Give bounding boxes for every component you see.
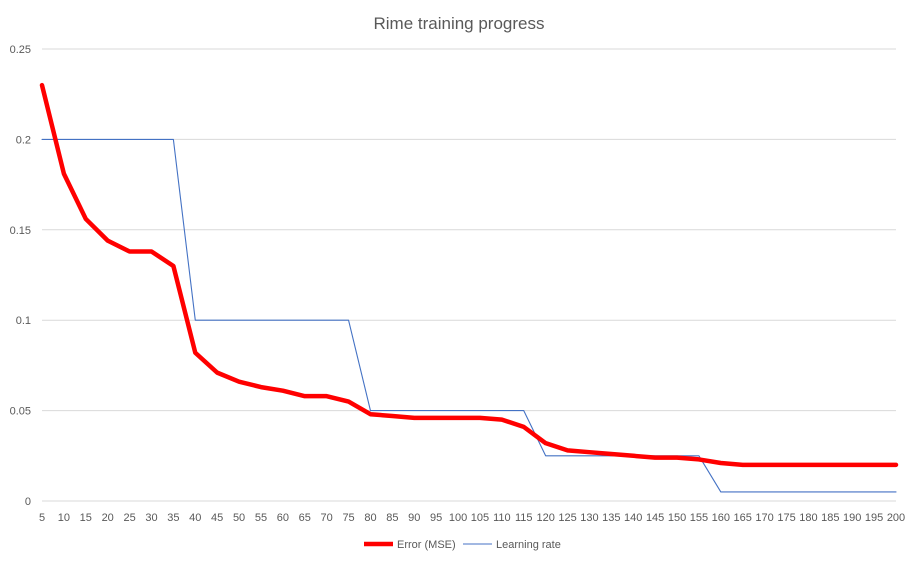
legend-label: Error (MSE) xyxy=(397,539,456,551)
x-tick-label: 40 xyxy=(189,512,201,524)
x-tick-label: 95 xyxy=(430,512,442,524)
x-tick-label: 185 xyxy=(821,512,839,524)
x-tick-label: 125 xyxy=(558,512,576,524)
x-axis: 5 10 15 20 25 30 35 40 45 50 55 60 65 70 75 80 85 90 95 100… xyxy=(39,512,905,524)
x-tick-label: 115 xyxy=(515,512,533,524)
x-tick-label: 165 xyxy=(734,512,752,524)
x-tick-label: 15 xyxy=(80,512,92,524)
y-axis: 0 0.05 0.1 0.15 0.2 0.25 xyxy=(10,44,31,508)
series-line xyxy=(41,138,897,493)
x-tick-label: 160 xyxy=(712,512,730,524)
y-tick-label: 0.2 xyxy=(16,134,31,146)
x-tick-label: 135 xyxy=(602,512,620,524)
x-tick-label: 70 xyxy=(321,512,333,524)
x-tick-label: 195 xyxy=(865,512,883,524)
x-tick-label: 35 xyxy=(167,512,179,524)
x-tick-label: 200 xyxy=(887,512,905,524)
y-tick-label: 0.05 xyxy=(10,406,31,418)
x-tick-label: 30 xyxy=(145,512,157,524)
x-tick-label: 110 xyxy=(493,512,511,524)
x-tick-label: 180 xyxy=(799,512,817,524)
x-tick-label: 85 xyxy=(386,512,398,524)
series-line xyxy=(39,82,899,468)
x-tick-label: 60 xyxy=(277,512,289,524)
x-tick-label: 145 xyxy=(646,512,664,524)
x-tick-label: 140 xyxy=(624,512,642,524)
x-tick-label: 190 xyxy=(843,512,861,524)
x-tick-label: 65 xyxy=(299,512,311,524)
x-tick-label: 175 xyxy=(777,512,795,524)
x-tick-label: 50 xyxy=(233,512,245,524)
chart-title: Rime training progress xyxy=(373,14,544,33)
y-tick-label: 0 xyxy=(25,496,31,508)
x-tick-label: 80 xyxy=(364,512,376,524)
y-tick-label: 0.1 xyxy=(16,315,31,327)
x-tick-label: 100 xyxy=(449,512,467,524)
legend-label: Learning rate xyxy=(496,539,561,551)
x-tick-label: 45 xyxy=(211,512,223,524)
x-tick-label: 25 xyxy=(123,512,135,524)
y-tick-label: 0.15 xyxy=(10,225,31,237)
x-tick-label: 150 xyxy=(668,512,686,524)
x-tick-label: 170 xyxy=(755,512,773,524)
x-tick-label: 90 xyxy=(408,512,420,524)
x-tick-label: 75 xyxy=(342,512,354,524)
x-tick-label: 5 xyxy=(39,512,45,524)
y-tick-label: 0.25 xyxy=(10,44,31,56)
x-tick-label: 105 xyxy=(471,512,489,524)
x-tick-label: 55 xyxy=(255,512,267,524)
legend: Error (MSE) Learning rate xyxy=(364,539,561,551)
x-tick-label: 20 xyxy=(102,512,114,524)
x-tick-label: 10 xyxy=(58,512,70,524)
x-tick-label: 130 xyxy=(580,512,598,524)
plot-area xyxy=(39,82,899,493)
gridlines xyxy=(42,48,896,502)
x-tick-label: 155 xyxy=(690,512,708,524)
x-tick-label: 120 xyxy=(536,512,554,524)
